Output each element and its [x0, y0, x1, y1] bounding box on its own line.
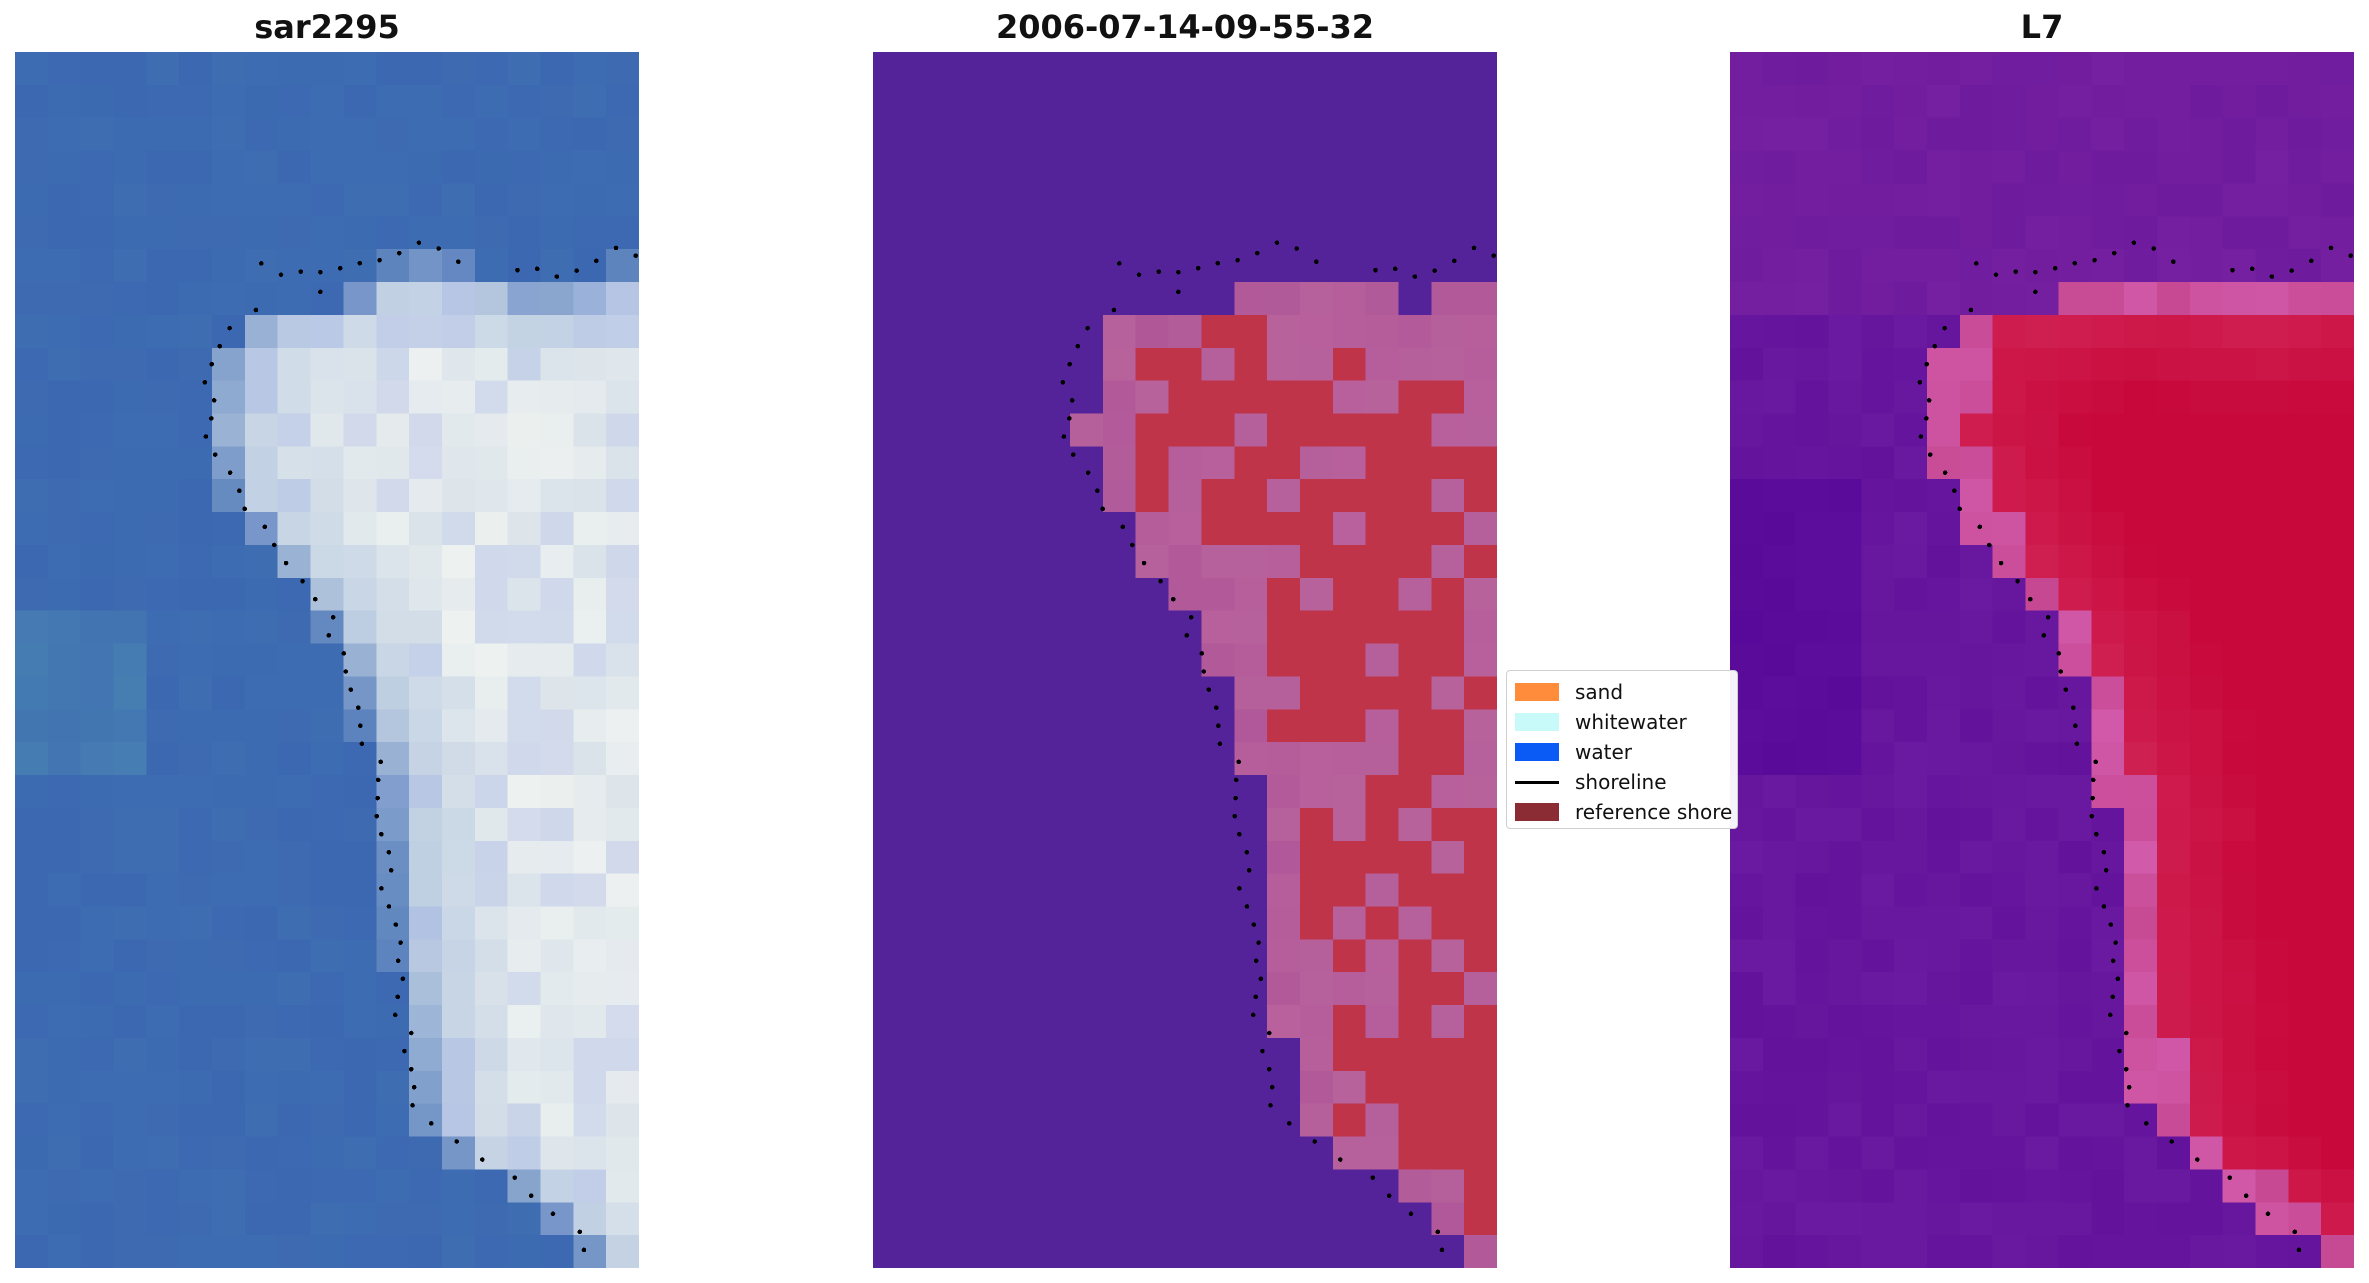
- legend-label-shoreline: shoreline: [1575, 770, 1667, 794]
- legend-item-sand: sand: [1515, 679, 1623, 705]
- whitewater-swatch-icon: [1515, 713, 1559, 731]
- rgb-satellite-image: [15, 52, 639, 1268]
- legend-label-reference-shore: reference shore: [1575, 800, 1733, 824]
- rgb-image-panel: [15, 52, 639, 1268]
- legend-item-water: water: [1515, 739, 1632, 765]
- legend-item-shoreline: shoreline: [1515, 769, 1667, 795]
- legend-label-water: water: [1575, 740, 1632, 764]
- shoreline-line-icon: [1515, 780, 1559, 784]
- water-swatch-icon: [1515, 743, 1559, 761]
- legend-item-whitewater: whitewater: [1515, 709, 1687, 735]
- index-image: [1730, 52, 2354, 1268]
- index-image-panel: [1730, 52, 2354, 1268]
- legend-item-reference-shore: reference shore: [1515, 799, 1732, 825]
- reference-shore-swatch-icon: [1515, 803, 1559, 821]
- panel-title-index: L7: [2020, 8, 2064, 46]
- sand-swatch-icon: [1515, 683, 1559, 701]
- panel-title-rgb: sar2295: [254, 8, 400, 46]
- legend: sand whitewater water shoreline referenc…: [1506, 670, 1738, 829]
- legend-label-sand: sand: [1575, 680, 1624, 704]
- classified-image-panel: [873, 52, 1497, 1268]
- classified-image: [873, 52, 1497, 1268]
- legend-label-whitewater: whitewater: [1575, 710, 1687, 734]
- panel-title-classified: 2006-07-14-09-55-32: [995, 8, 1375, 46]
